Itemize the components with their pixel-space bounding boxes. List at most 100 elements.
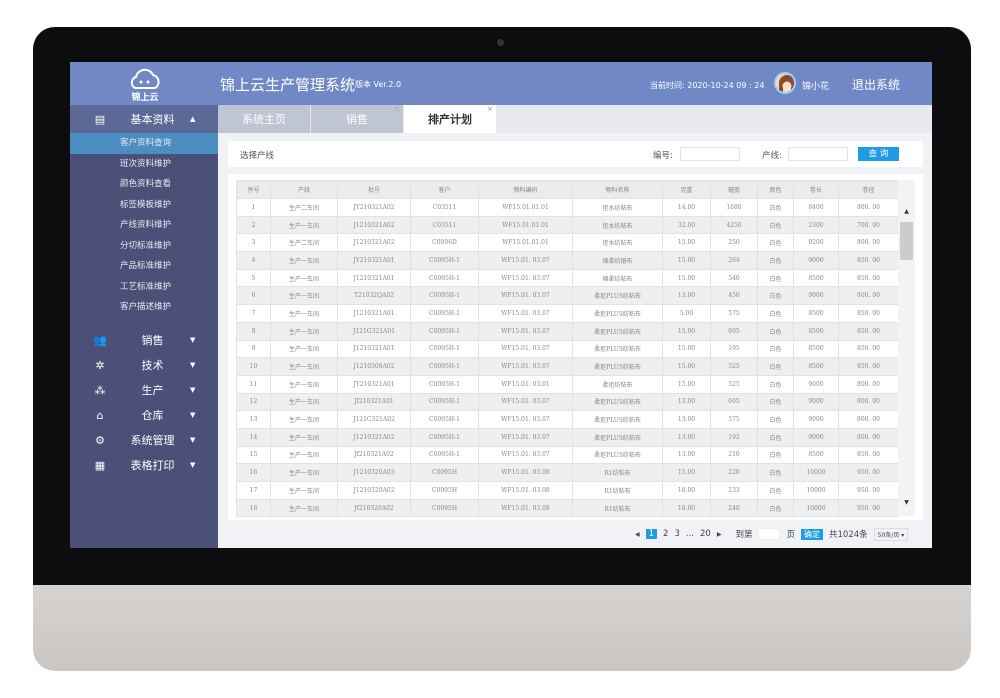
table-row[interactable]: 8 生产一车间 J121G321A01 C0095H-1 WF15.01. 03.07 柔… [236, 321, 899, 341]
page-link[interactable]: 2 [663, 529, 669, 539]
table-cell: 白色 [757, 339, 794, 359]
tab-sales[interactable]: 销售 × [311, 105, 403, 133]
table-cell: JY210321A02 [337, 198, 411, 217]
sidebar-item[interactable]: 产线资料维护 [120, 220, 172, 230]
page-link[interactable]: 3 [674, 529, 680, 539]
table-cell: 18.00 [662, 481, 711, 500]
table-row[interactable]: 18 生产一车间 Jf210320A02 C0095H WF15.01. 03.08 R1… [236, 498, 899, 518]
close-icon[interactable]: × [394, 105, 400, 113]
table-row[interactable]: 13 生产一车间 J121C321A02 C0095H-1 WF15.01. 03.07… [236, 410, 899, 429]
table-cell: 生产一车间 [270, 251, 338, 270]
sidebar-section-basic[interactable]: ▤ 基本资料 ▲ [70, 105, 218, 133]
sidebar-item[interactable]: 分切标准维护 [120, 240, 172, 251]
table-row[interactable]: 3 生产二车间 J1210321A02 C0096D WF15.01.01.01 拒水纺粘… [236, 233, 899, 253]
table-scrollbar[interactable]: ▲ ▼ [898, 180, 915, 516]
table-cell: WF15.01.01.01 [478, 215, 573, 235]
tab-home[interactable]: 系统主页 [218, 105, 310, 133]
table-cell: 800. 00 [838, 286, 899, 306]
table-row[interactable]: 16 生产一车间 J1210320A03 C0095H WF15.01. 03.08 R1… [236, 463, 899, 482]
query-button[interactable]: 查 询 [858, 147, 899, 161]
column-header[interactable]: 物料编码 [478, 180, 573, 199]
close-icon[interactable]: × [487, 105, 493, 113]
table-cell: WF15.01. 03.08 [478, 481, 573, 500]
table-cell: 拒水纺粘布 [572, 198, 663, 217]
sidebar-menu[interactable]: ⁂ 生产 ▼ [70, 378, 218, 403]
table-cell: J1210308A02 [337, 357, 411, 376]
table-cell: R1纺粘布 [572, 498, 663, 518]
table-cell: 生产一车间 [270, 427, 338, 447]
table-cell: 3 [236, 233, 271, 253]
sidebar-item[interactable]: 标签模板维护 [120, 199, 172, 210]
table-cell: Jf210321A01 [337, 392, 411, 412]
column-header[interactable]: 卷径 [838, 180, 899, 199]
page-link[interactable]: 20 [700, 529, 711, 539]
table-row[interactable]: 10 生产一车间 J1210308A02 C0095H-1 WF15.01. 03.07… [236, 357, 899, 376]
sidebar-item[interactable]: 颜色资料查看 [120, 179, 172, 189]
table-cell: 13.00 [662, 410, 711, 429]
column-header[interactable]: 颜色 [757, 180, 794, 199]
column-header[interactable]: 物料名称 [572, 180, 663, 199]
code-input[interactable] [680, 147, 740, 161]
table-cell: 540 [710, 268, 758, 288]
page-link[interactable]: 1 [645, 529, 658, 539]
table-row[interactable]: 4 生产一车间 JY210321A01 C0095H-1 WF15.01. 03.07 绵… [236, 251, 899, 270]
column-header[interactable]: 批号 [337, 180, 411, 199]
sidebar-menu[interactable]: ⌂ 仓库 ▼ [70, 403, 218, 428]
sidebar-item[interactable]: 产品标准维护 [120, 261, 172, 271]
users-icon: 👥 [93, 333, 107, 347]
sidebar-menu[interactable]: 👥 销售 ▼ [70, 328, 218, 353]
table-row[interactable]: 15 生产一车间 Jf210321A02 C0095H-1 WF15.01. 03.07… [236, 445, 899, 465]
next-page-icon[interactable]: ▶ [716, 530, 722, 538]
scroll-thumb[interactable] [900, 222, 913, 260]
table-cell: 棉柔纺粘布 [572, 268, 663, 288]
sidebar-menu[interactable]: ✲ 技术 ▼ [70, 353, 218, 378]
table-cell: 850. 00 [838, 321, 899, 341]
line-input[interactable] [788, 147, 848, 161]
table-cell: J1210320A03 [337, 463, 411, 482]
table-row[interactable]: 14 生产一车间 J1210321A02 C0095H-1 WF15.01. 03.07… [236, 427, 899, 447]
page-size-select[interactable]: 50条/页 ▾ [873, 527, 909, 541]
scroll-up-icon[interactable]: ▲ [904, 208, 909, 215]
table-row[interactable]: 6 生产一车间 T21032QA02 C0095H-1 WF15.01. 03.07 柔拒… [236, 286, 899, 306]
prev-page-icon[interactable]: ◀ [635, 530, 640, 538]
sidebar-item[interactable]: 班次资料维护 [120, 158, 172, 169]
table-row[interactable]: 7 生产一车间 J1210321A01 C0095H-1 WF15.01. 03.07 柔… [236, 304, 899, 323]
camera [497, 39, 504, 46]
table-row[interactable]: 2 生产一车间 J1210321A02 C03511 WF15.01.01.01 拒水纺粘… [236, 215, 899, 235]
table-row[interactable]: 5 生产一车间 J1210321A01 C0095H-1 WF15.01. 03.07 棉… [236, 268, 899, 288]
table-row[interactable]: 11 生产一车间 JY210321A01 C0095H-1 WF15.01. 03.01… [236, 374, 899, 394]
table-cell: 195 [710, 339, 758, 359]
column-header[interactable]: 客户 [410, 180, 479, 199]
avatar[interactable] [774, 72, 796, 94]
table-cell: WF15.01.01.01 [478, 198, 573, 217]
sidebar-item[interactable]: 工艺标准维护 [120, 281, 172, 292]
sidebar-menu[interactable]: ⚙ 系统管理 ▼ [70, 428, 218, 453]
column-header[interactable]: 卷长 [793, 180, 839, 199]
column-header[interactable]: 克重 [662, 180, 711, 199]
table-row[interactable]: 1 生产二车间 JY210321A02 C03511 WF15.01.01.01 拒水纺粘… [236, 198, 899, 217]
confirm-button[interactable]: 确定 [800, 528, 823, 540]
table-row[interactable]: 17 生产一车间 J1210320A02 C0095H WF15.01. 03.08 R1… [236, 481, 899, 500]
app-title: 锦上云生产管理系统 [220, 76, 356, 94]
table-cell: 850. 00 [838, 304, 899, 323]
page-link[interactable]: ... [685, 529, 694, 539]
scroll-down-icon[interactable]: ▼ [904, 499, 909, 506]
column-header[interactable]: 幅宽 [710, 180, 758, 199]
sidebar-item[interactable]: 客户资料查询 [70, 133, 218, 154]
table-cell: C0095H-1 [410, 357, 479, 376]
table-icon: ▦ [94, 458, 106, 472]
sidebar-item[interactable]: 客户描述维护 [120, 302, 172, 312]
table-cell: 13.00 [662, 445, 711, 465]
column-header[interactable]: 序号 [236, 180, 271, 199]
table-cell: 生产一车间 [270, 321, 338, 341]
sidebar-menu[interactable]: ▦ 表格打印 ▼ [70, 453, 218, 478]
user-name[interactable]: 锦小花 [802, 82, 830, 92]
table-cell: C0095H [410, 498, 479, 518]
table-row[interactable]: 9 生产一车间 J1210321A01 C0095H-1 WF15.01. 03.07 柔… [236, 339, 899, 359]
tab-schedule[interactable]: 排产计划 × [404, 105, 496, 133]
table-cell: 850. 00 [838, 357, 899, 376]
logout-button[interactable]: 退出系统 [852, 78, 901, 92]
table-row[interactable]: 12 生产一车间 Jf210321A01 C0095H-1 WF15.01. 03.07… [236, 392, 899, 412]
goto-page-input[interactable] [758, 528, 781, 540]
column-header[interactable]: 产线 [270, 180, 338, 199]
